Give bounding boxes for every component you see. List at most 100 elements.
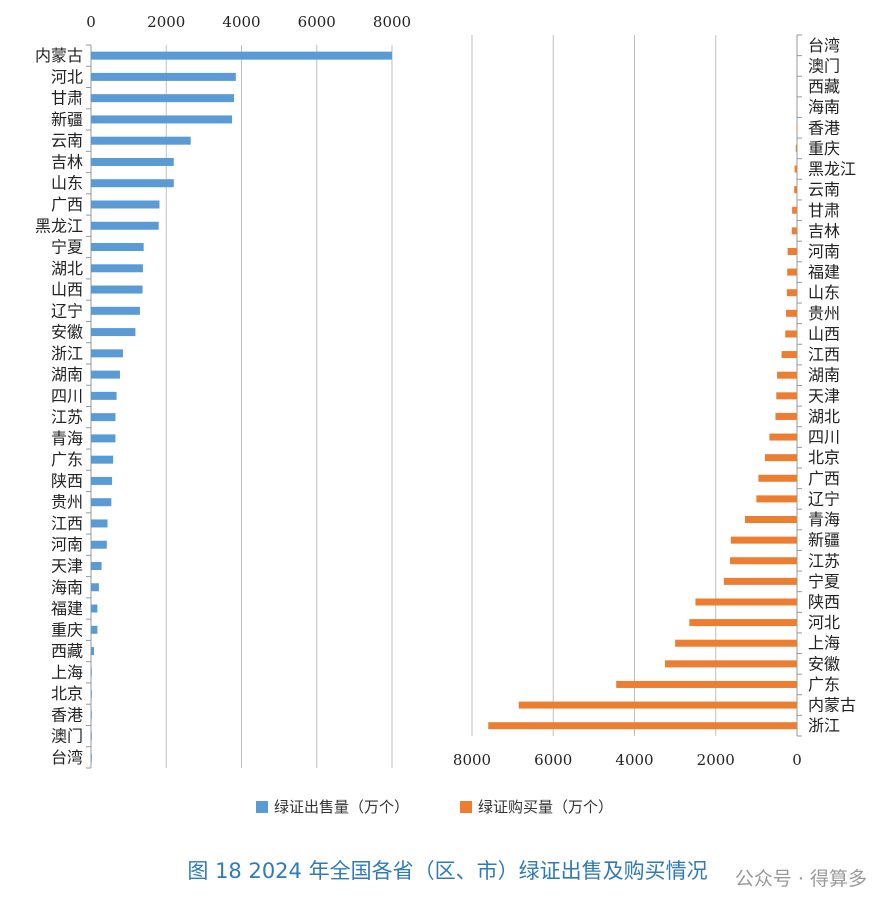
bar bbox=[91, 264, 143, 273]
bar bbox=[91, 157, 174, 166]
bar bbox=[91, 668, 92, 677]
category-label: 四川 bbox=[51, 386, 83, 405]
category-label: 新疆 bbox=[51, 110, 83, 129]
bar bbox=[91, 115, 233, 124]
category-label: 内蒙古 bbox=[808, 696, 856, 715]
bar bbox=[723, 577, 797, 585]
category-label: 湖北 bbox=[51, 259, 83, 278]
category-label: 广东 bbox=[51, 450, 83, 469]
category-label: 甘肃 bbox=[808, 201, 840, 220]
category-label: 北京 bbox=[808, 448, 840, 467]
category-label: 山东 bbox=[808, 283, 840, 302]
bar bbox=[794, 186, 797, 194]
category-label: 山西 bbox=[51, 280, 83, 299]
bar bbox=[689, 619, 797, 627]
bar bbox=[91, 370, 120, 379]
bar bbox=[91, 519, 108, 528]
bar bbox=[91, 561, 102, 570]
category-label: 贵州 bbox=[51, 493, 83, 512]
category-label: 青海 bbox=[808, 510, 840, 529]
bar bbox=[91, 434, 116, 443]
category-label: 河北 bbox=[51, 67, 83, 86]
category-label: 黑龙江 bbox=[35, 216, 83, 235]
bar bbox=[91, 476, 113, 485]
category-label: 上海 bbox=[51, 663, 83, 682]
bar bbox=[91, 710, 92, 719]
category-label: 广东 bbox=[808, 675, 840, 694]
category-label: 云南 bbox=[51, 131, 83, 150]
category-label: 江西 bbox=[51, 514, 83, 533]
bar bbox=[775, 412, 797, 420]
bar bbox=[786, 289, 797, 297]
bar bbox=[91, 391, 117, 400]
category-label: 江苏 bbox=[808, 551, 840, 570]
category-label: 安徽 bbox=[808, 654, 840, 673]
bar bbox=[664, 660, 797, 668]
bar bbox=[488, 722, 797, 730]
category-label: 天津 bbox=[51, 556, 83, 575]
category-label: 陕西 bbox=[51, 471, 83, 490]
bar bbox=[518, 701, 797, 709]
bar bbox=[91, 625, 98, 634]
category-label: 江西 bbox=[808, 345, 840, 364]
category-label: 重庆 bbox=[51, 620, 83, 639]
bar bbox=[791, 227, 797, 235]
bar bbox=[795, 144, 797, 152]
category-label: 河南 bbox=[51, 535, 83, 554]
bar bbox=[91, 72, 236, 81]
bar bbox=[91, 179, 174, 188]
category-label: 重庆 bbox=[808, 139, 840, 158]
bar bbox=[91, 136, 191, 145]
category-label: 贵州 bbox=[808, 304, 840, 323]
bar bbox=[794, 165, 797, 173]
bar bbox=[91, 604, 98, 613]
x-tick-label: 4000 bbox=[222, 13, 260, 31]
category-label: 宁夏 bbox=[51, 238, 83, 257]
category-label: 河北 bbox=[808, 613, 840, 632]
category-label: 香港 bbox=[51, 705, 83, 724]
x-tick-label: 8000 bbox=[373, 13, 411, 31]
bar bbox=[730, 536, 797, 544]
category-label: 云南 bbox=[808, 180, 840, 199]
bar bbox=[91, 221, 159, 230]
bar bbox=[785, 330, 797, 338]
bar bbox=[758, 474, 797, 482]
category-label: 四川 bbox=[808, 428, 840, 447]
bar bbox=[91, 689, 92, 698]
category-label: 甘肃 bbox=[51, 89, 83, 108]
category-label: 福建 bbox=[51, 599, 83, 618]
category-label: 福建 bbox=[808, 263, 840, 282]
category-label: 吉林 bbox=[51, 152, 83, 171]
bar bbox=[91, 243, 144, 252]
x-tick-label: 8000 bbox=[453, 751, 491, 769]
bar bbox=[91, 413, 116, 422]
bar bbox=[91, 200, 160, 209]
bar bbox=[756, 495, 797, 503]
category-label: 海南 bbox=[808, 98, 840, 117]
x-tick-label: 0 bbox=[86, 13, 96, 31]
category-label: 广西 bbox=[51, 195, 83, 214]
category-label: 西藏 bbox=[808, 77, 840, 96]
category-label: 湖南 bbox=[51, 365, 83, 384]
category-label: 澳门 bbox=[808, 56, 840, 75]
bar bbox=[695, 598, 797, 606]
x-tick-label: 2000 bbox=[697, 751, 735, 769]
x-tick-label: 2000 bbox=[147, 13, 185, 31]
category-label: 吉林 bbox=[808, 221, 840, 240]
bar bbox=[91, 753, 92, 762]
category-label: 辽宁 bbox=[808, 489, 840, 508]
category-label: 河南 bbox=[808, 242, 840, 261]
category-label: 山西 bbox=[808, 324, 840, 343]
bar bbox=[769, 433, 797, 441]
category-label: 内蒙古 bbox=[35, 46, 83, 65]
category-label: 浙江 bbox=[51, 344, 83, 363]
x-tick-label: 6000 bbox=[298, 13, 336, 31]
x-tick-label: 6000 bbox=[534, 751, 572, 769]
x-tick-label: 0 bbox=[792, 751, 802, 769]
category-label: 台湾 bbox=[51, 748, 83, 767]
bar bbox=[91, 455, 114, 464]
bar bbox=[91, 306, 140, 315]
category-label: 澳门 bbox=[51, 727, 83, 746]
bar bbox=[91, 647, 95, 656]
